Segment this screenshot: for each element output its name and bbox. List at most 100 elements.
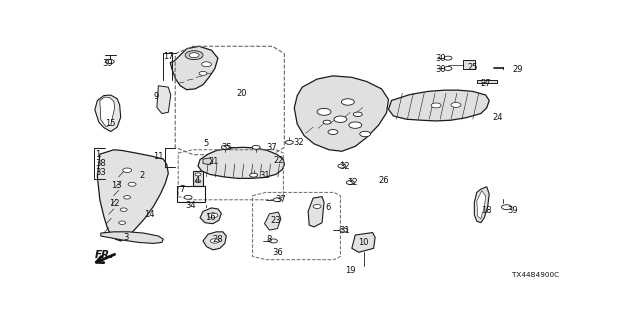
- Polygon shape: [198, 147, 284, 178]
- Polygon shape: [100, 97, 115, 127]
- Circle shape: [195, 173, 201, 176]
- Text: 4: 4: [195, 176, 200, 185]
- Text: 31: 31: [339, 226, 349, 235]
- Text: 10: 10: [358, 238, 368, 247]
- Circle shape: [340, 228, 348, 232]
- Circle shape: [323, 120, 331, 124]
- Text: 23: 23: [270, 216, 280, 225]
- Text: 2: 2: [140, 171, 145, 180]
- Text: 15: 15: [106, 119, 116, 128]
- Text: 19: 19: [345, 266, 356, 275]
- Circle shape: [346, 180, 355, 185]
- Circle shape: [353, 112, 362, 116]
- Text: 13: 13: [111, 180, 122, 189]
- Text: 16: 16: [205, 212, 216, 221]
- Circle shape: [502, 205, 511, 210]
- Circle shape: [341, 99, 355, 105]
- Circle shape: [360, 131, 371, 137]
- Text: 39: 39: [102, 59, 113, 68]
- Circle shape: [123, 168, 132, 172]
- Text: 31: 31: [259, 171, 269, 180]
- Circle shape: [106, 59, 114, 64]
- Text: 30: 30: [435, 65, 446, 74]
- Circle shape: [199, 71, 207, 75]
- Polygon shape: [200, 208, 221, 224]
- Text: 9: 9: [153, 92, 158, 101]
- Circle shape: [221, 145, 229, 149]
- Text: 18: 18: [481, 206, 492, 215]
- Circle shape: [334, 116, 347, 123]
- Polygon shape: [203, 232, 227, 250]
- Circle shape: [328, 130, 338, 134]
- Circle shape: [128, 182, 136, 186]
- Bar: [463, 60, 476, 69]
- Polygon shape: [474, 187, 489, 223]
- Text: 32: 32: [339, 162, 349, 171]
- Circle shape: [202, 62, 211, 67]
- Circle shape: [338, 164, 346, 168]
- Circle shape: [317, 108, 331, 115]
- Circle shape: [184, 195, 192, 199]
- Text: 3: 3: [124, 233, 129, 242]
- Polygon shape: [308, 196, 324, 227]
- Text: 17: 17: [163, 52, 173, 61]
- Polygon shape: [193, 171, 203, 186]
- Circle shape: [195, 180, 201, 183]
- Text: 38: 38: [95, 159, 106, 168]
- Circle shape: [431, 103, 441, 108]
- Circle shape: [269, 239, 277, 243]
- Text: 25: 25: [468, 63, 478, 72]
- Polygon shape: [203, 158, 213, 164]
- Circle shape: [118, 221, 125, 224]
- Text: 35: 35: [221, 143, 232, 152]
- Polygon shape: [264, 212, 281, 230]
- Text: 37: 37: [266, 143, 276, 152]
- Polygon shape: [352, 233, 375, 252]
- Text: 24: 24: [493, 113, 503, 122]
- Circle shape: [285, 140, 293, 144]
- Text: FR.: FR.: [95, 250, 115, 260]
- Circle shape: [313, 204, 321, 208]
- Circle shape: [120, 208, 127, 212]
- Text: 6: 6: [326, 203, 331, 212]
- Text: 8: 8: [266, 235, 271, 244]
- Text: 37: 37: [275, 195, 285, 204]
- Polygon shape: [170, 46, 218, 90]
- Bar: [177, 186, 205, 202]
- Polygon shape: [97, 150, 168, 241]
- Text: 11: 11: [153, 152, 163, 161]
- Text: 1: 1: [95, 150, 100, 159]
- Circle shape: [211, 239, 220, 243]
- Text: 14: 14: [145, 210, 155, 219]
- Text: 28: 28: [212, 236, 223, 244]
- Polygon shape: [294, 76, 388, 151]
- Text: 32: 32: [347, 178, 358, 187]
- Circle shape: [349, 122, 362, 128]
- Polygon shape: [477, 80, 497, 83]
- Text: 29: 29: [513, 65, 523, 74]
- Circle shape: [252, 145, 260, 149]
- Text: 7: 7: [179, 185, 184, 195]
- Text: 5: 5: [203, 139, 208, 148]
- Text: 32: 32: [293, 138, 304, 147]
- Polygon shape: [157, 86, 171, 114]
- Polygon shape: [95, 95, 121, 132]
- Text: 22: 22: [273, 156, 284, 165]
- Text: 36: 36: [273, 248, 283, 257]
- Circle shape: [444, 67, 452, 70]
- Polygon shape: [101, 232, 163, 244]
- Circle shape: [482, 80, 486, 83]
- Text: 26: 26: [379, 176, 389, 185]
- Text: 27: 27: [481, 79, 492, 89]
- Text: 12: 12: [109, 199, 119, 208]
- Circle shape: [444, 56, 452, 60]
- Text: 21: 21: [208, 156, 218, 166]
- Text: 33: 33: [95, 168, 106, 177]
- Circle shape: [273, 198, 282, 202]
- Circle shape: [189, 53, 199, 58]
- Circle shape: [250, 173, 257, 177]
- Text: 34: 34: [185, 201, 196, 210]
- Text: 20: 20: [236, 89, 247, 98]
- Circle shape: [124, 196, 131, 199]
- Circle shape: [451, 102, 461, 108]
